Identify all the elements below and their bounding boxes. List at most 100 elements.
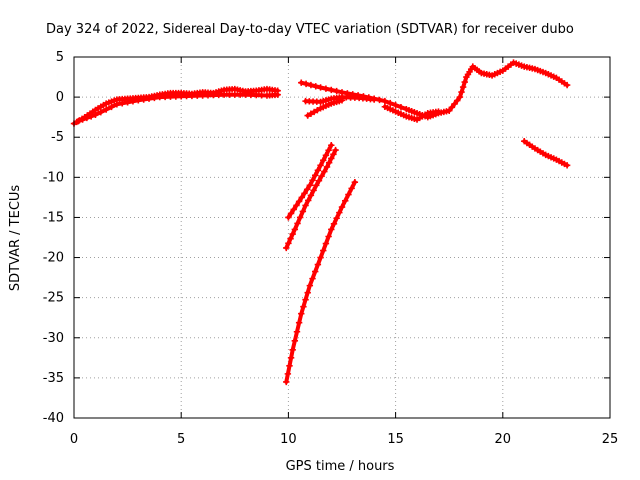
data-point: [323, 163, 331, 171]
data-point: [291, 226, 299, 233]
series-afternoon-lower: [381, 103, 442, 123]
data-point: [321, 168, 328, 175]
data-point: [299, 208, 307, 215]
data-point: [314, 106, 321, 114]
data-point: [448, 104, 456, 111]
chart-title: Day 324 of 2022, Sidereal Day-to-day VTE…: [46, 22, 574, 37]
data-point: [283, 378, 290, 386]
x-tick-label: 15: [387, 432, 404, 447]
data-point: [172, 93, 180, 100]
data-point: [310, 187, 317, 194]
data-point: [140, 96, 147, 103]
data-point: [161, 93, 169, 101]
data-point: [312, 172, 319, 179]
data-point: [291, 337, 299, 344]
data-point: [295, 198, 303, 205]
data-point: [83, 114, 91, 122]
data-points: [70, 59, 571, 386]
y-tick-label: -15: [43, 210, 64, 225]
data-point: [301, 190, 308, 197]
series-main-arc-lower-edge: [75, 91, 281, 125]
data-point: [215, 91, 222, 99]
data-point: [459, 83, 467, 91]
data-point: [563, 162, 571, 169]
x-tick-label: 10: [280, 432, 297, 447]
data-point: [287, 210, 295, 217]
data-point: [370, 96, 378, 103]
y-tick-label: -35: [43, 371, 64, 386]
series-afternoon-branch: [302, 93, 378, 106]
data-point: [302, 80, 310, 88]
data-point: [285, 214, 292, 221]
data-point: [304, 112, 311, 119]
data-point: [210, 91, 217, 99]
data-point: [236, 91, 244, 98]
data-point: [303, 186, 311, 193]
data-point: [167, 93, 174, 100]
data-point: [102, 106, 110, 113]
data-point: [306, 282, 314, 289]
data-point: [97, 108, 104, 116]
data-point: [318, 172, 325, 180]
data-point: [258, 92, 265, 99]
data-point: [314, 167, 322, 174]
data-point: [75, 117, 82, 125]
data-point: [322, 152, 330, 159]
data-point: [451, 100, 458, 108]
data-point: [290, 206, 297, 213]
series-trace: [76, 92, 280, 124]
data-point: [392, 101, 399, 109]
y-tick-label: -5: [51, 130, 64, 145]
series-late-segment: [521, 138, 571, 169]
data-point: [376, 96, 383, 104]
data-point: [312, 83, 319, 90]
data-point: [307, 110, 315, 117]
data-point: [285, 240, 292, 247]
data-point: [309, 275, 316, 282]
data-point: [322, 85, 330, 92]
data-point: [108, 103, 115, 111]
data-point: [307, 192, 315, 199]
data-point: [194, 92, 201, 99]
ticks: 0 5 10 15 20 25 5 0 -5 -10 -15 -20 -25 -30 -35 -40: [43, 50, 619, 447]
data-point: [298, 79, 305, 86]
data-point: [333, 215, 340, 222]
data-point: [302, 202, 309, 209]
data-point: [294, 220, 301, 227]
data-point: [242, 91, 249, 98]
data-point: [381, 97, 389, 105]
data-point: [286, 362, 293, 370]
data-point: [458, 88, 465, 96]
data-point: [328, 226, 335, 233]
series-main-arc: [70, 85, 281, 127]
data-point: [351, 178, 359, 186]
x-tick-label: 20: [495, 432, 512, 447]
data-point: [287, 235, 294, 242]
data-point: [289, 346, 296, 354]
data-point: [338, 203, 346, 211]
data-point: [304, 289, 311, 296]
data-point: [295, 319, 303, 326]
data-point: [312, 268, 319, 275]
series-trace: [299, 60, 570, 120]
x-tick-label: 5: [177, 432, 185, 447]
data-point: [247, 91, 255, 99]
y-tick-label: -20: [43, 251, 64, 266]
data-point: [79, 116, 86, 123]
y-tick-label: -25: [43, 291, 64, 306]
data-point: [348, 185, 355, 192]
y-tick-label: 0: [56, 90, 64, 105]
data-point: [253, 91, 260, 99]
data-point: [328, 86, 335, 94]
data-point: [322, 240, 330, 247]
series-steep-upper: [285, 142, 335, 221]
data-point: [325, 147, 332, 154]
series-steep-middle: [283, 146, 339, 252]
data-point: [135, 97, 142, 104]
data-point: [320, 247, 327, 254]
data-point: [332, 146, 339, 154]
data-point: [313, 182, 320, 189]
data-point: [296, 214, 304, 221]
y-tick-label: -10: [43, 170, 64, 185]
data-point: [317, 84, 324, 91]
